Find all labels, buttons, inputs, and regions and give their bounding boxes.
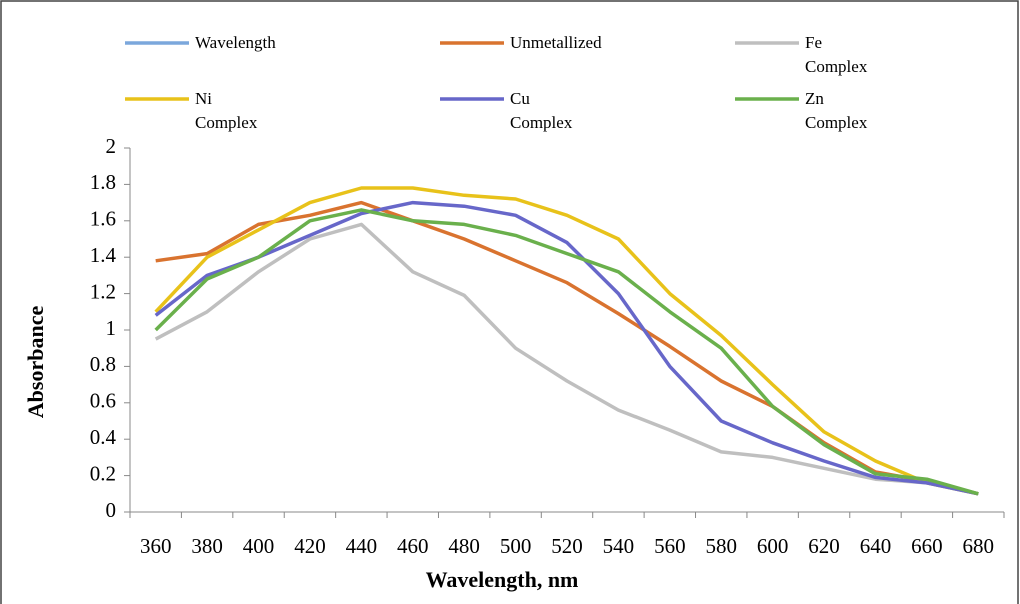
x-tick-label: 500 [500,534,532,558]
y-tick-label: 2 [106,134,117,158]
legend-label: Unmetallized [510,33,602,52]
y-tick-label: 0 [106,498,117,522]
y-tick-label: 1.2 [90,279,116,303]
y-tick-label: 0.6 [90,389,116,413]
legend-label: Ni Complex [195,89,258,132]
legend-label: Fe Complex [805,33,868,76]
series-line [154,222,979,496]
x-tick-label: 440 [346,534,378,558]
x-tick-label: 600 [757,534,789,558]
x-tick-label: 480 [448,534,480,558]
y-tick-label: 0.2 [90,461,116,485]
y-tick-label: 1 [106,316,117,340]
x-tick-label: 420 [294,534,326,558]
y-tick-label: 1.4 [90,243,117,267]
x-tick-label: 660 [911,534,943,558]
legend-label: Cu Complex [510,89,573,132]
x-axis-title: Wavelength, nm [426,567,579,592]
x-tick-label: 400 [243,534,275,558]
x-tick-label: 520 [551,534,583,558]
y-axis-title: Absorbance [23,306,48,419]
x-tick-label: 460 [397,534,429,558]
legend-label: Wavelength [195,33,276,52]
x-tick-label: 640 [860,534,892,558]
legend-label: Zn Complex [805,89,868,132]
series-line [154,200,979,496]
x-tick-label: 360 [140,534,172,558]
x-tick-label: 560 [654,534,686,558]
series-line [154,186,979,496]
y-tick-label: 0.8 [90,352,116,376]
x-tick-label: 580 [705,534,737,558]
x-tick-label: 380 [191,534,223,558]
series-line [154,208,979,496]
y-tick-label: 1.6 [90,207,116,231]
x-tick-label: 540 [603,534,635,558]
x-tick-label: 680 [963,534,995,558]
y-tick-label: 0.4 [90,425,117,449]
x-tick-label: 620 [808,534,840,558]
y-tick-label: 1.8 [90,170,116,194]
